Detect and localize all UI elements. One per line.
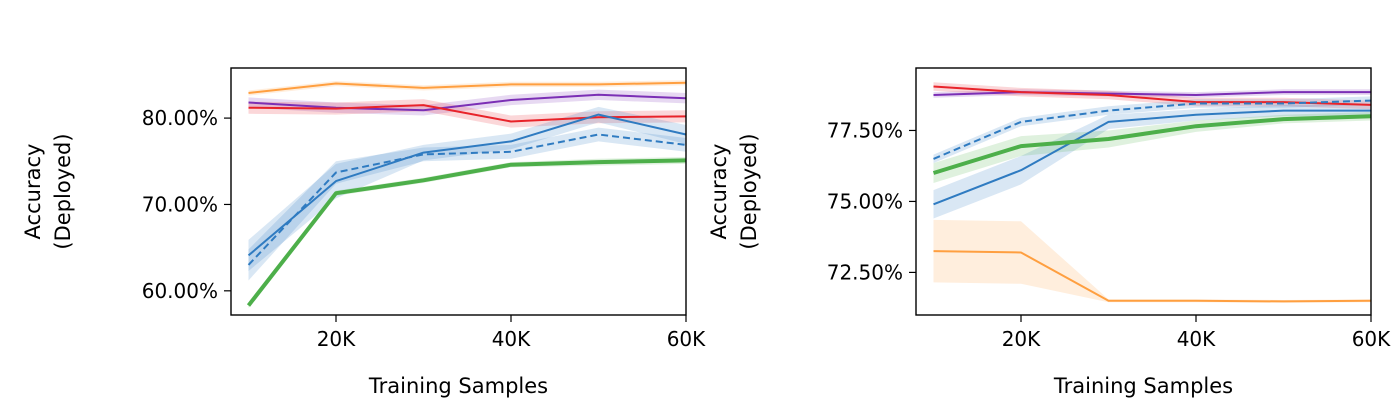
y-axis-label: (Deployed) (51, 133, 75, 249)
y-axis-label: Accuracy (707, 144, 731, 240)
series-3-band (248, 106, 686, 272)
x-tick-label: 20K (1002, 327, 1041, 351)
y-tick-label: 75.00% (827, 189, 903, 213)
x-tick-label: 20K (317, 327, 356, 351)
series-4-line (247, 133, 687, 266)
right-chart: 20K 40K 60K 72.50% 75.00% 77.50% Training Samp… (707, 67, 1391, 398)
y-axis-label: (Deployed) (737, 133, 761, 249)
plot-frame (230, 67, 687, 316)
series-3-line (933, 109, 1371, 206)
y-tick-label: 70.00% (142, 192, 218, 216)
x-axis-label: Training Samples (368, 374, 548, 398)
series-0-line (933, 250, 1372, 303)
y-tick-label: 80.00% (142, 106, 218, 130)
y-tick-label: 77.50% (827, 118, 903, 142)
series-0-band (933, 219, 1371, 303)
series-2-line (933, 85, 1372, 106)
y-tick-label: 60.00% (142, 279, 218, 303)
series-1-line (248, 93, 687, 112)
series-3-line (247, 113, 687, 257)
series-4-line (933, 99, 1372, 160)
x-tick-label: 60K (1352, 327, 1391, 351)
series-5-line (932, 114, 1372, 175)
y-axis-label: Accuracy (21, 144, 45, 240)
series-4-band (248, 127, 686, 281)
x-tick-label: 40K (1177, 327, 1216, 351)
series-5-line (246, 158, 687, 307)
y-tick-label: 72.50% (827, 260, 903, 284)
series-0-line (248, 81, 687, 94)
plot-frame (915, 67, 1372, 316)
left-chart: 20K 40K 60K 60.00% 70.00% 80.00% Training Samp… (21, 67, 706, 398)
series-1-line (933, 91, 1371, 96)
series-5-band (248, 157, 686, 309)
x-tick-label: 60K (667, 327, 706, 351)
x-tick-label: 40K (492, 327, 531, 351)
x-axis-label: Training Samples (1053, 374, 1233, 398)
